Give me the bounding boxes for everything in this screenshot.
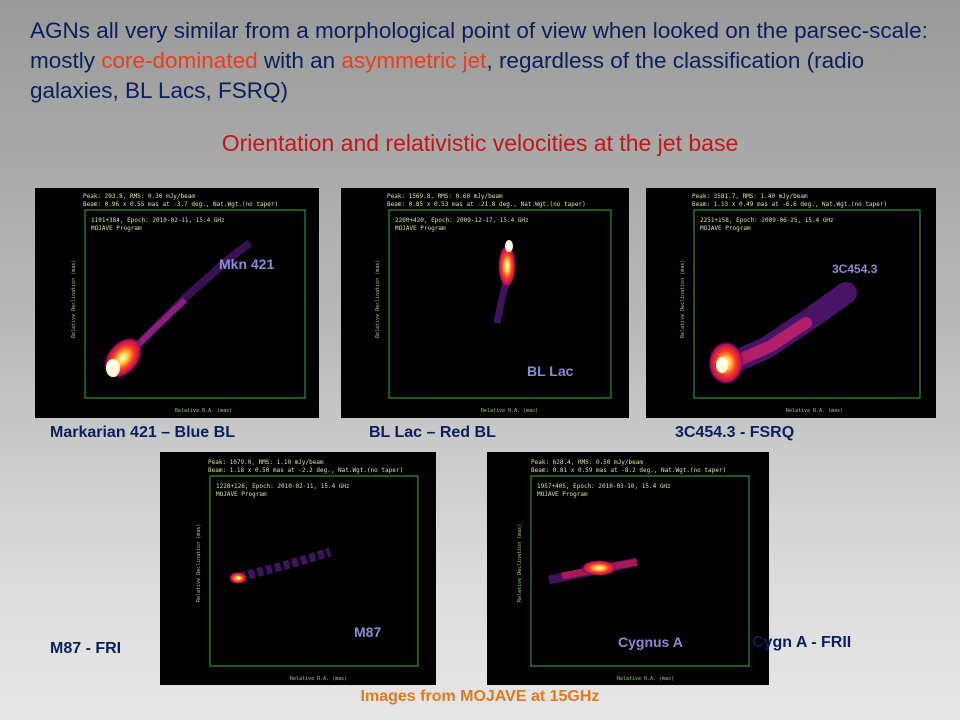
plot-frame	[84, 209, 306, 399]
radio-image-bl-lac: Peak: 1569.8, RMS: 0.60 mJy/beam Beam: 0…	[341, 188, 629, 418]
intro-text-1: AGNs all very similar from a morphologic…	[30, 18, 928, 73]
x-axis-label: Relative R.A. (mas)	[481, 408, 538, 414]
footer-credit: Images from MOJAVE at 15GHz	[360, 688, 600, 705]
y-axis-label: Relative Declination (mas)	[71, 260, 77, 338]
intro-highlight-asymmetric-jet: asymmetric jet	[341, 48, 487, 73]
caption-bl-lac: BL Lac – Red BL	[369, 424, 496, 441]
source-label-3c454: 3C454.3	[832, 262, 878, 276]
radio-image-cygnus-a: Peak: 628.4, RMS: 0.50 mJy/beam Beam: 0.…	[487, 452, 769, 685]
source-label-m87: M87	[354, 624, 382, 640]
panel-header-line: 1228+126, Epoch: 2010-02-11, 15.4 GHz	[216, 483, 350, 490]
panel-header-line: Beam: 0.85 x 0.53 mas at -21.8 deg., Nat…	[387, 201, 586, 208]
panel-header-line: 2200+420, Epoch: 2009-12-17, 15.4 GHz	[395, 217, 529, 224]
panel-header-line: Beam: 0.81 x 0.59 mas at -8.2 deg., Nat.…	[531, 467, 726, 474]
panel-header-line: 1957+405, Epoch: 2010-03-10, 15.4 GHz	[537, 483, 671, 490]
x-axis-label: Relative R.A. (mas)	[175, 408, 232, 414]
y-axis-label: Relative Declination (mas)	[517, 524, 523, 602]
panel-header-line: MOJAVE Program	[91, 225, 142, 232]
radio-image-3c454: Peak: 3581.7, RMS: 1.40 mJy/beam Beam: 1…	[646, 188, 936, 418]
panel-header-line: Peak: 3581.7, RMS: 1.40 mJy/beam	[692, 193, 808, 200]
x-axis-label: Relative R.A. (mas)	[786, 408, 843, 414]
panel-header-line: MOJAVE Program	[216, 491, 267, 498]
source-label-mkn421: Mkn 421	[219, 256, 275, 272]
panel-header-line: Beam: 1.13 x 0.49 mas at -6.6 deg., Nat.…	[692, 201, 887, 208]
panel-header-line: Beam: 0.96 x 0.55 mas at -3.7 deg., Nat.…	[83, 201, 278, 208]
radio-image-m87: Peak: 1079.0, RMS: 1.10 mJy/beam Beam: 1…	[160, 452, 436, 685]
x-axis-label: Relative R.A. (mas)	[290, 676, 347, 682]
source-label-cygnus-a: Cygnus A	[618, 634, 683, 650]
slide-subtitle: Orientation and relativistic velocities …	[221, 130, 739, 156]
panel-header-line: 1101+384, Epoch: 2010-02-11, 15.4 GHz	[91, 217, 225, 224]
panel-header-line: Peak: 293.8, RMS: 0.30 mJy/beam	[83, 193, 195, 200]
caption-m87: M87 - FRI	[50, 640, 122, 657]
intro-paragraph: AGNs all very similar from a morphologic…	[30, 16, 950, 106]
y-axis-label: Relative Declination (mas)	[680, 260, 686, 338]
source-label-bl-lac: BL Lac	[527, 363, 574, 379]
panel-header-line: MOJAVE Program	[395, 225, 446, 232]
plot-frame	[693, 209, 921, 399]
caption-markarian-421: Markarian 421 – Blue BL	[50, 424, 235, 441]
radio-image-mkn421: Peak: 293.8, RMS: 0.30 mJy/beam Beam: 0.…	[35, 188, 319, 418]
intro-highlight-core-dominated: core-dominated	[101, 48, 258, 73]
panel-header-line: 2251+158, Epoch: 2009-06-25, 15.4 GHz	[700, 217, 834, 224]
panel-header-line: Beam: 1.18 x 0.50 mas at -2.2 deg., Nat.…	[208, 467, 403, 474]
plot-frame	[209, 475, 419, 667]
intro-text-3: , regardless of the classification (radi…	[30, 48, 865, 103]
caption-cygnus-a: Cygn A - FRII	[752, 634, 852, 651]
plot-frame	[388, 209, 612, 399]
panel-header-line: Peak: 1569.8, RMS: 0.60 mJy/beam	[387, 193, 503, 200]
panel-header-line: Peak: 628.4, RMS: 0.50 mJy/beam	[531, 459, 643, 466]
caption-3c454: 3C454.3 - FSRQ	[675, 424, 795, 441]
y-axis-label: Relative Declination (mas)	[196, 524, 202, 602]
plot-frame	[530, 475, 750, 667]
y-axis-label: Relative Declination (mas)	[375, 260, 381, 338]
x-axis-label: Relative R.A. (mas)	[617, 676, 674, 682]
panel-header-line: MOJAVE Program	[700, 225, 751, 232]
panel-header-line: MOJAVE Program	[537, 491, 588, 498]
panel-header-line: Peak: 1079.0, RMS: 1.10 mJy/beam	[208, 459, 324, 466]
intro-text-2: with an	[257, 48, 342, 73]
